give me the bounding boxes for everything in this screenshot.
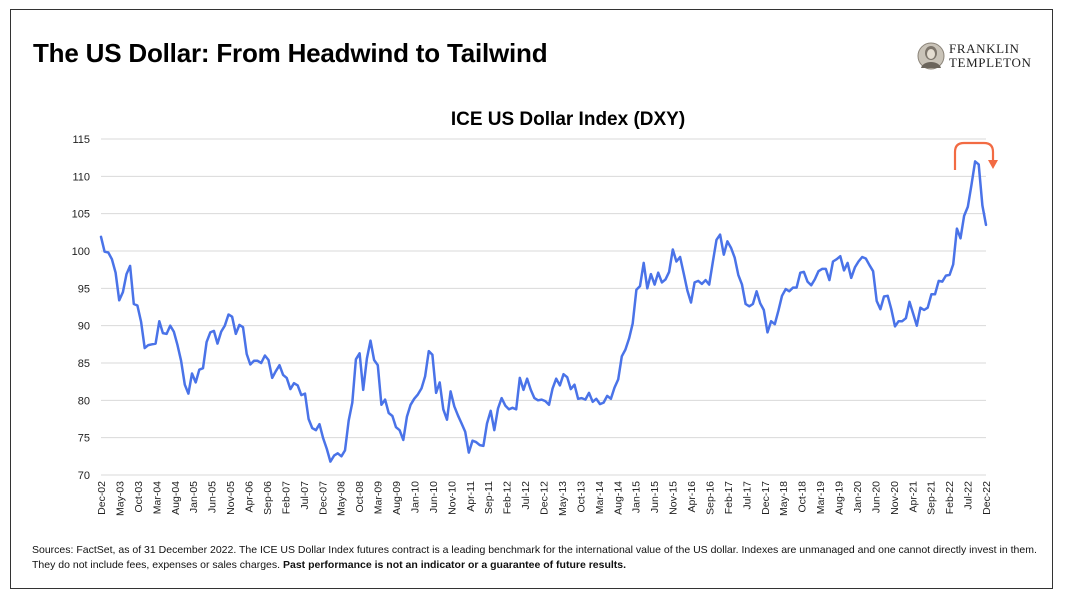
- x-tick-label: Jul-17: [741, 481, 753, 510]
- y-tick-label: 90: [78, 321, 90, 333]
- x-tick-label: Jul-07: [299, 481, 311, 510]
- logo-line-2: TEMPLETON: [949, 55, 1032, 70]
- slide-title: The US Dollar: From Headwind to Tailwind: [33, 38, 548, 68]
- x-tick-label: Aug-14: [612, 481, 624, 515]
- x-tick-label: Aug-09: [391, 481, 403, 515]
- x-tick-label: Jan-05: [188, 481, 200, 513]
- x-tick-label: Sep-11: [483, 481, 495, 514]
- y-tick-label: 115: [72, 134, 90, 146]
- x-tick-label: Oct-18: [797, 481, 809, 513]
- x-tick-label: Mar-14: [594, 481, 606, 514]
- x-tick-label: Jul-22: [963, 481, 975, 510]
- x-tick-label: Feb-07: [280, 481, 292, 514]
- x-tick-label: Jul-12: [520, 481, 532, 510]
- footnote-disclaimer: Past performance is not an indicator or …: [282, 559, 627, 571]
- y-tick-label: 75: [78, 433, 90, 445]
- x-tick-label: Jun-05: [207, 481, 219, 513]
- franklin-portrait-icon: [917, 42, 945, 70]
- x-tick-label: Dec-22: [981, 481, 993, 515]
- series-line-dxy: [99, 160, 988, 463]
- x-tick-label: Nov-05: [225, 481, 237, 515]
- y-tick-label: 100: [72, 246, 90, 258]
- y-tick-label: 80: [78, 395, 90, 407]
- x-tick-label: Oct-08: [354, 481, 366, 513]
- y-tick-label: 95: [78, 283, 90, 295]
- chart-title: ICE US Dollar Index (DXY): [451, 109, 685, 130]
- x-tick-label: Aug-19: [834, 481, 846, 515]
- x-tick-label: Feb-12: [502, 481, 514, 514]
- x-tick-label: Apr-11: [465, 481, 477, 512]
- x-tick-label: Jun-10: [428, 481, 440, 513]
- franklin-templeton-logo: FRANKLIN TEMPLETON: [917, 42, 1031, 70]
- x-tick-label: Mar-09: [373, 481, 385, 514]
- x-tick-label: Nov-20: [889, 481, 901, 515]
- peak-annotation-arrow: [953, 141, 995, 170]
- x-tick-label: Apr-21: [907, 481, 919, 513]
- x-tick-label: Nov-10: [446, 481, 458, 515]
- y-tick-label: 105: [72, 209, 90, 221]
- x-tick-label: Sep-16: [704, 481, 716, 515]
- x-tick-label: May-13: [557, 481, 569, 516]
- slide-frame: The US Dollar: From Headwind to Tailwind…: [10, 9, 1053, 589]
- x-tick-label: Feb-22: [944, 481, 956, 514]
- x-tick-label: Jan-10: [409, 481, 421, 513]
- peak-annotation-arrowhead: [988, 160, 998, 169]
- x-tick-label: Dec-12: [539, 481, 551, 515]
- y-tick-label: 110: [72, 171, 90, 183]
- x-tick-label: Jun-15: [649, 481, 661, 513]
- x-tick-label: Sep-21: [926, 481, 938, 515]
- x-tick-label: May-03: [114, 481, 126, 516]
- x-tick-label: Sep-06: [262, 481, 274, 515]
- x-tick-label: Dec-17: [760, 481, 772, 515]
- x-tick-label: Jan-15: [631, 481, 643, 513]
- x-tick-label: Jun-20: [870, 481, 882, 513]
- x-tick-label: Feb-17: [723, 481, 735, 514]
- y-tick-label: 70: [78, 470, 90, 482]
- x-tick-label: Dec-07: [317, 481, 329, 515]
- y-tick-label: 85: [78, 358, 90, 370]
- x-tick-label: Aug-04: [170, 481, 182, 515]
- x-tick-label: Oct-03: [133, 481, 145, 513]
- x-tick-label: Nov-15: [668, 481, 680, 515]
- x-tick-label: Mar-19: [815, 481, 827, 514]
- footnote-text: Sources: FactSet, as of 31 December 2022…: [32, 544, 1037, 571]
- logo-line-1: FRANKLIN: [949, 41, 1020, 56]
- x-tick-label: Apr-06: [244, 481, 256, 513]
- x-tick-label: May-18: [778, 481, 790, 516]
- x-tick-label: Mar-04: [151, 481, 163, 514]
- x-tick-label: Apr-16: [686, 481, 698, 513]
- sources-footnote: Sources: FactSet, as of 31 December 2022…: [32, 543, 1038, 573]
- x-tick-label: Oct-13: [575, 481, 587, 513]
- x-tick-label: Dec-02: [96, 481, 108, 515]
- x-tick-label: Jan-20: [852, 481, 864, 513]
- x-tick-label: May-08: [336, 481, 348, 516]
